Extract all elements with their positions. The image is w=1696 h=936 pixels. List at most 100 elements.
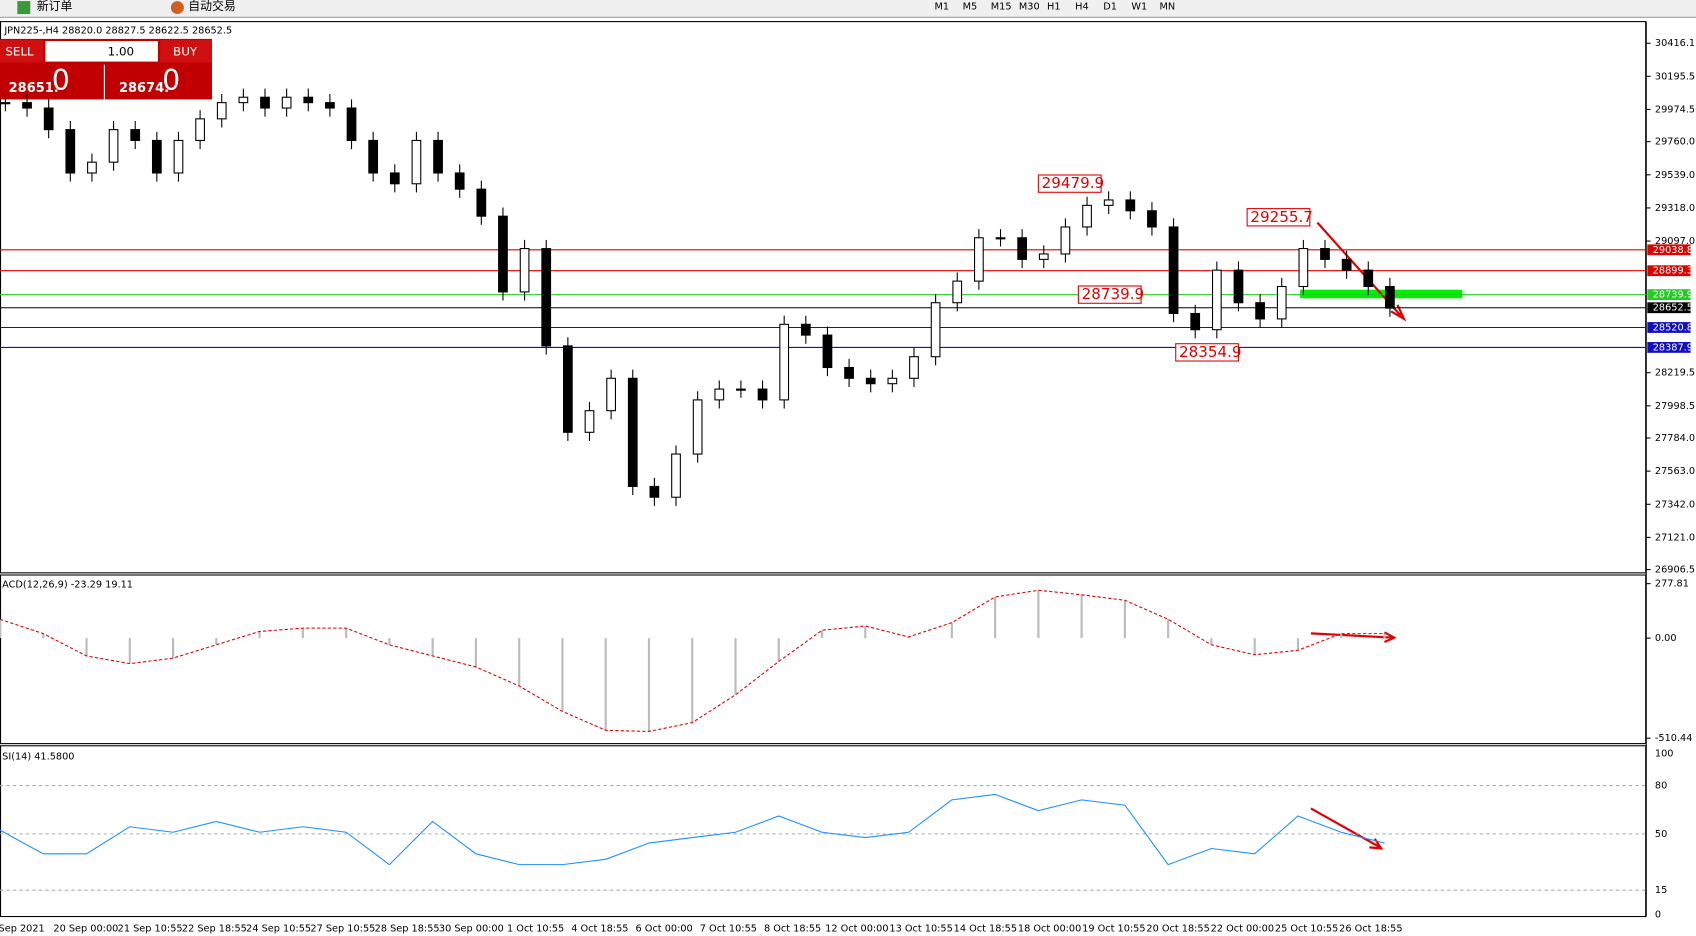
bid-price[interactable]: 28651. xyxy=(9,81,59,96)
price-tick-label: 27121.0 xyxy=(1655,532,1695,543)
time-label: 26 Oct 18:55 xyxy=(1339,923,1402,934)
level-tag xyxy=(1647,342,1691,353)
candle xyxy=(995,237,1006,240)
candle xyxy=(974,237,984,282)
price-tick-label: 30416.1 xyxy=(1655,38,1695,49)
candle xyxy=(1147,210,1157,228)
candle xyxy=(736,388,746,391)
candle xyxy=(1060,226,1071,255)
candle xyxy=(541,248,552,347)
candle xyxy=(1341,258,1352,271)
time-label: 4 Oct 18:55 xyxy=(571,923,628,934)
price-annotation: 29255.7 xyxy=(1250,208,1313,226)
candle xyxy=(476,188,487,217)
price-tick-label: 29539.0 xyxy=(1655,170,1695,181)
candle xyxy=(1320,248,1330,260)
auto-trade-icon[interactable] xyxy=(170,1,184,15)
time-label: 6 Oct 00:00 xyxy=(636,923,693,934)
candle xyxy=(562,345,573,433)
candle xyxy=(1082,204,1092,228)
candle xyxy=(692,399,703,455)
candle xyxy=(238,96,249,104)
candle xyxy=(800,323,811,336)
rsi-tick-label: 50 xyxy=(1655,829,1667,840)
level-label: 28652.5 xyxy=(1653,303,1693,314)
candle xyxy=(130,129,141,141)
price-tick-label: 29974.5 xyxy=(1655,104,1695,115)
candle xyxy=(1233,269,1244,304)
level-label: 29038.8 xyxy=(1653,245,1693,256)
time-label: 14 Oct 18:55 xyxy=(954,923,1017,934)
time-label: 30 Sep 00:00 xyxy=(439,923,504,934)
timeframe-button[interactable]: M15 xyxy=(991,1,1012,12)
rsi-panel xyxy=(0,745,1647,918)
chart-header: JPN225-,H4 28820.0 28827.5 28622.5 28652… xyxy=(3,25,232,36)
rsi-arrow xyxy=(1310,807,1384,850)
candle xyxy=(1276,285,1287,320)
time-label: 1 Oct 10:55 xyxy=(507,923,564,934)
time-label: 22 Sep 18:55 xyxy=(182,923,247,934)
timeframe-button[interactable]: M1 xyxy=(935,1,950,12)
price-tick-label: 27784.0 xyxy=(1655,433,1695,444)
price-annotation: 29479.9 xyxy=(1042,174,1105,192)
timeframe-button[interactable]: D1 xyxy=(1103,1,1117,12)
rsi-tick-label: 0 xyxy=(1655,909,1661,920)
candle xyxy=(606,377,616,412)
timeframe-button[interactable]: M5 xyxy=(963,1,978,12)
sell-label[interactable]: SELL xyxy=(5,44,34,58)
candle xyxy=(1017,237,1028,260)
timeframe-button[interactable]: MN xyxy=(1160,1,1176,12)
candle xyxy=(757,388,768,401)
candle xyxy=(865,377,876,385)
macd-tick-label: 277.81 xyxy=(1655,579,1689,590)
candle xyxy=(0,102,11,105)
buy-label[interactable]: BUY xyxy=(173,44,198,58)
price-tick-label: 30195.5 xyxy=(1655,71,1695,82)
candle xyxy=(909,356,919,379)
candle xyxy=(1298,248,1309,288)
candle xyxy=(65,129,76,174)
candle xyxy=(1211,269,1222,331)
candle xyxy=(844,366,854,379)
candle xyxy=(1385,285,1395,309)
time-label: 18 Oct 00:00 xyxy=(1018,923,1081,934)
buy-button[interactable] xyxy=(160,39,212,63)
lot-input[interactable] xyxy=(45,41,158,62)
timeframe-button[interactable]: W1 xyxy=(1131,1,1147,12)
price-tick-label: 29760.0 xyxy=(1655,137,1695,148)
macd-tick-label: 0.00 xyxy=(1655,633,1677,644)
bid-price-big[interactable]: 0 xyxy=(52,64,70,97)
candle xyxy=(1103,199,1114,206)
candle xyxy=(584,410,595,433)
candle xyxy=(389,172,400,185)
time-label: 25 Oct 10:55 xyxy=(1275,923,1338,934)
macd-arrow xyxy=(1310,631,1397,644)
auto-trade[interactable]: 自动交易 xyxy=(188,0,236,13)
candle xyxy=(108,129,119,163)
timeframe-button[interactable]: H4 xyxy=(1075,1,1089,12)
timeframe-button[interactable]: M30 xyxy=(1019,1,1040,12)
candle xyxy=(714,388,725,401)
sell-button[interactable] xyxy=(0,39,44,63)
level-label: 28520.8 xyxy=(1653,322,1693,333)
candle xyxy=(433,139,443,174)
timeframe-button[interactable]: H1 xyxy=(1047,1,1061,12)
price-tick-label: 27998.5 xyxy=(1655,401,1695,412)
time-label: 21 Sep 10:55 xyxy=(118,923,183,934)
candle xyxy=(303,96,314,104)
price-tick-label: 29097.0 xyxy=(1655,236,1695,247)
price-tick-label: 27563.0 xyxy=(1655,466,1695,477)
price-tick-label: 26906.5 xyxy=(1655,565,1695,576)
time-label: 24 Sep 10:55 xyxy=(246,923,311,934)
candle xyxy=(1125,199,1136,212)
new-order-icon[interactable] xyxy=(17,1,31,15)
ask-price-big[interactable]: 0 xyxy=(162,64,180,97)
ask-price[interactable]: 28674. xyxy=(119,81,169,96)
rsi-line xyxy=(0,793,1385,866)
level-label: 28739.9 xyxy=(1653,290,1693,301)
level-label: 28899.3 xyxy=(1653,266,1693,277)
lot-value[interactable]: 1.00 xyxy=(108,44,134,58)
new-order[interactable]: 新订单 xyxy=(37,0,73,13)
